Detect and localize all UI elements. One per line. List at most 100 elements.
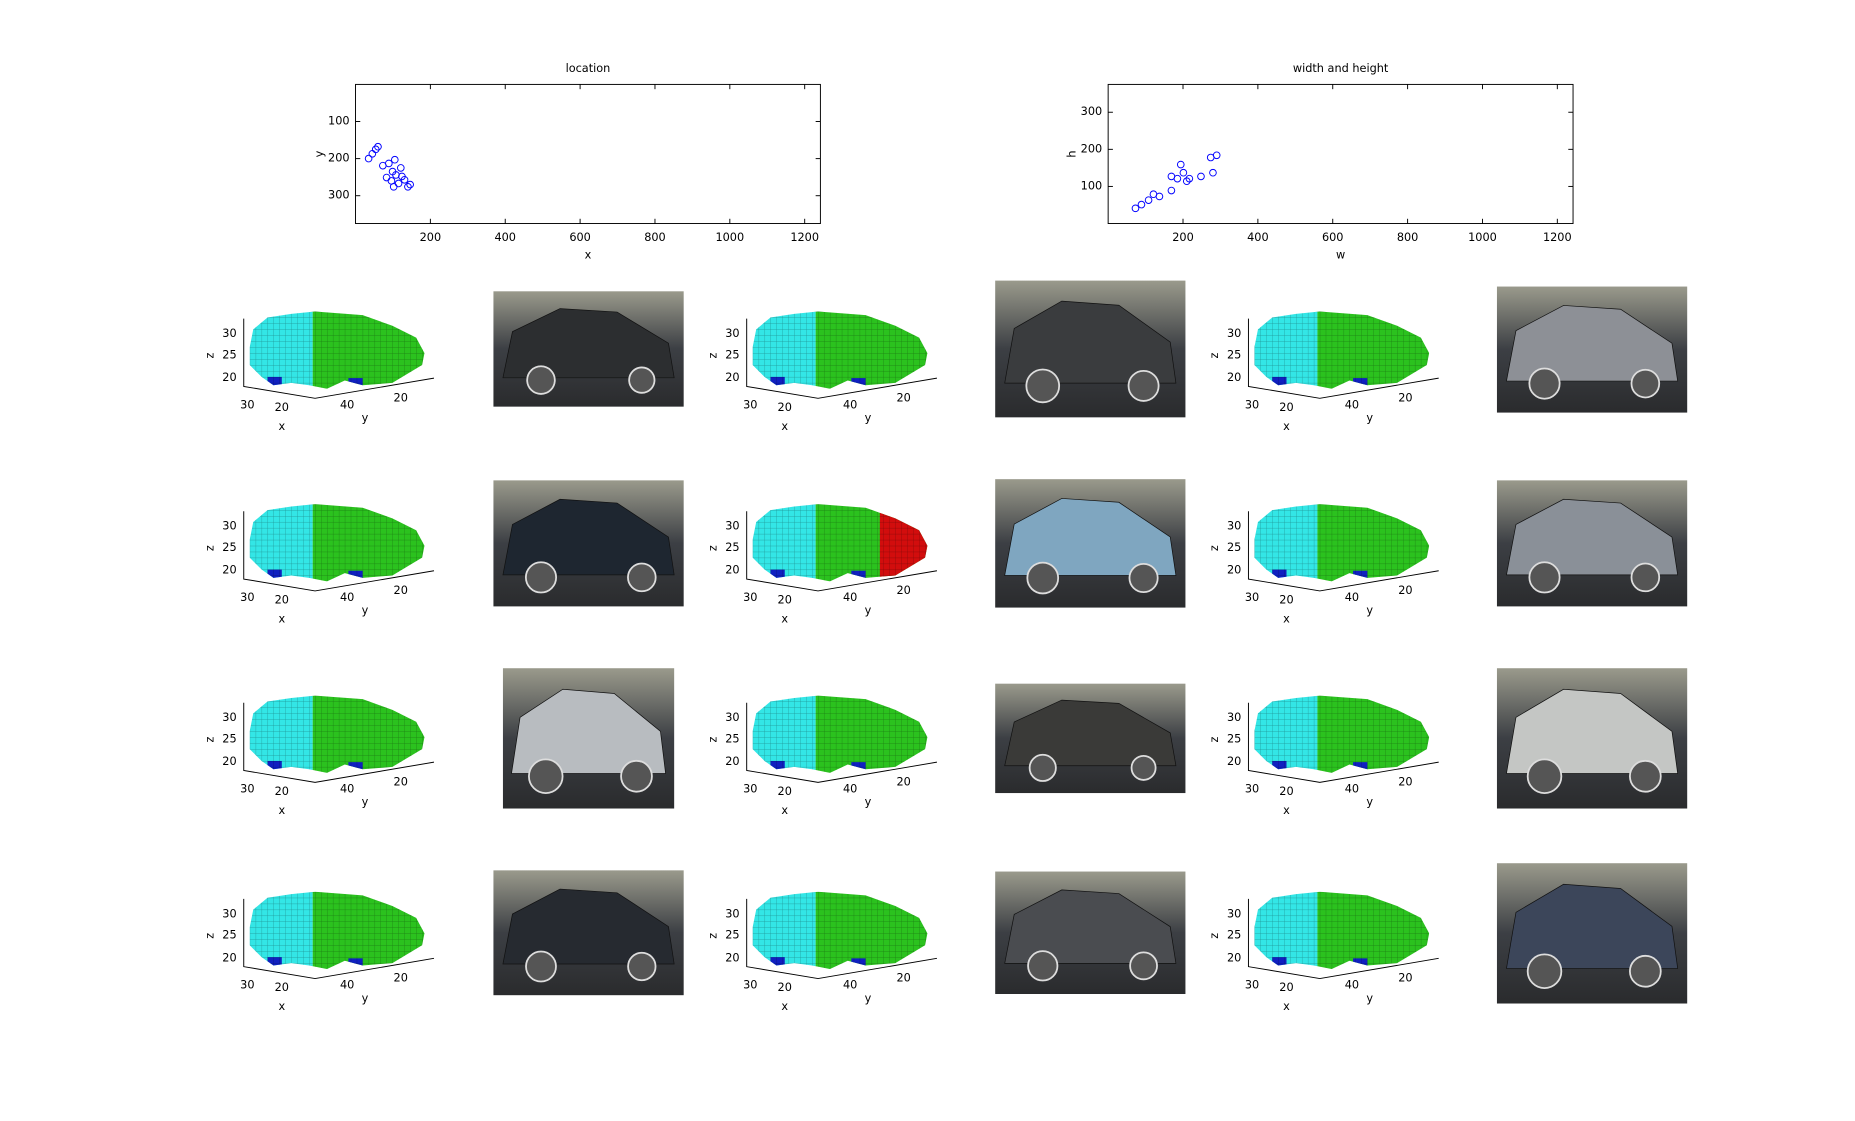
voxel-panel: 30 25 20 z 30 20 x 40 20 y bbox=[203, 504, 435, 625]
z-tick-label: 20 bbox=[725, 951, 739, 964]
point bbox=[385, 159, 393, 168]
z-tick-label: 30 bbox=[222, 711, 236, 724]
z-axis-label: z bbox=[1208, 545, 1221, 551]
point bbox=[1182, 177, 1191, 186]
photo-wheel bbox=[1026, 561, 1060, 595]
z-axis-label: z bbox=[706, 352, 719, 358]
z-tick-label: 25 bbox=[1227, 929, 1241, 942]
car-photo bbox=[995, 871, 1186, 995]
y-axis-label: y bbox=[362, 604, 369, 617]
z-tick-label: 25 bbox=[222, 541, 236, 554]
x-tick-label: 20 bbox=[275, 785, 289, 798]
photo-wheel bbox=[1128, 563, 1159, 594]
voxel-grid bbox=[249, 695, 425, 773]
z-tick-label: 25 bbox=[725, 929, 739, 942]
x-axis-label: x bbox=[585, 249, 592, 262]
x-tick-label: 20 bbox=[275, 401, 289, 414]
point bbox=[396, 164, 405, 172]
y-tick-label: 40 bbox=[1345, 591, 1359, 604]
photo-wheel bbox=[628, 366, 656, 394]
z-tick-label: 20 bbox=[1227, 755, 1241, 768]
y-tick-label: 20 bbox=[1398, 972, 1412, 985]
z-tick-label: 25 bbox=[725, 349, 739, 362]
z-tick-label: 20 bbox=[725, 564, 739, 577]
y-axis-label: y bbox=[1366, 604, 1373, 617]
x-tick-label: 20 bbox=[1279, 785, 1293, 798]
photo-car bbox=[502, 498, 675, 576]
z-tick-label: 25 bbox=[725, 733, 739, 746]
x-tick-label: 30 bbox=[1245, 398, 1259, 411]
axes-box bbox=[1107, 83, 1574, 225]
y-axis-label: h bbox=[1065, 150, 1078, 157]
photo-wheel bbox=[1630, 562, 1661, 593]
x-tick-label: 20 bbox=[275, 981, 289, 994]
voxel-parts bbox=[752, 891, 928, 970]
point bbox=[364, 154, 373, 163]
point bbox=[394, 179, 403, 188]
x-tick-label: 600 bbox=[569, 231, 591, 244]
voxel-axes bbox=[1247, 702, 1439, 783]
voxel-panel: 30 25 20 z 30 20 x 40 20 y bbox=[706, 311, 938, 433]
y-tick-label: 20 bbox=[896, 972, 910, 985]
x-tick-label: 30 bbox=[743, 782, 757, 795]
photo-wheel bbox=[528, 758, 564, 794]
z-tick-label: 25 bbox=[1227, 733, 1241, 746]
z-axis-label: z bbox=[203, 352, 216, 358]
z-tick-label: 20 bbox=[725, 371, 739, 384]
photo-wheel bbox=[1526, 953, 1563, 989]
chart-title: width and height bbox=[1293, 62, 1389, 75]
point bbox=[1167, 186, 1176, 195]
z-tick-label: 30 bbox=[1227, 327, 1241, 340]
photo-car bbox=[1506, 883, 1679, 969]
x-tick-label: 20 bbox=[275, 593, 289, 606]
point bbox=[391, 155, 399, 164]
z-axis-label: z bbox=[203, 933, 216, 939]
point bbox=[1185, 174, 1194, 183]
voxel-axes bbox=[243, 702, 435, 783]
x-axis-label: x bbox=[278, 612, 285, 625]
y-tick-label: 200 bbox=[1081, 142, 1103, 155]
voxel-panel: 30 25 20 z 30 20 x 40 20 y bbox=[706, 695, 938, 817]
point bbox=[389, 183, 398, 191]
axes-box bbox=[355, 83, 821, 225]
y-axis-label: y bbox=[865, 992, 872, 1005]
photo-car bbox=[502, 308, 675, 379]
photo-wheel bbox=[1127, 369, 1160, 402]
x-tick-label: 30 bbox=[1245, 979, 1259, 992]
z-tick-label: 20 bbox=[1227, 951, 1241, 964]
photo-car bbox=[1506, 498, 1679, 576]
y-axis-label: y bbox=[362, 412, 369, 425]
y-tick-label: 40 bbox=[340, 591, 354, 604]
y-tick-label: 40 bbox=[843, 591, 857, 604]
x-tick-label: 20 bbox=[778, 981, 792, 994]
z-tick-label: 25 bbox=[725, 541, 739, 554]
point bbox=[382, 173, 391, 182]
y-tick-label: 40 bbox=[340, 398, 354, 411]
z-tick-label: 30 bbox=[1227, 520, 1241, 533]
x-axis-label: x bbox=[781, 804, 788, 817]
z-tick-label: 20 bbox=[222, 371, 236, 384]
z-tick-label: 20 bbox=[1227, 371, 1241, 384]
y-tick-label: 40 bbox=[843, 782, 857, 795]
voxel-grid bbox=[752, 891, 928, 970]
voxel-axes bbox=[243, 511, 435, 592]
y-tick-label: 20 bbox=[896, 391, 910, 404]
voxel-axes bbox=[1247, 511, 1439, 592]
voxel-panel: 30 25 20 z 30 20 x 40 20 y bbox=[203, 311, 435, 433]
voxel-parts bbox=[249, 891, 425, 970]
y-tick-label: 40 bbox=[340, 979, 354, 992]
x-tick-label: 30 bbox=[1245, 591, 1259, 604]
x-axis-label: x bbox=[1283, 420, 1290, 433]
y-tick-label: 100 bbox=[328, 115, 350, 128]
voxel-grid bbox=[752, 504, 928, 582]
z-tick-label: 30 bbox=[725, 711, 739, 724]
photo-wheel bbox=[1528, 367, 1561, 400]
voxel-grid bbox=[249, 311, 425, 389]
voxel-panel: 30 25 20 z 30 20 x 40 20 y bbox=[203, 891, 435, 1013]
x-axis-label: x bbox=[781, 1000, 788, 1013]
car-photo bbox=[502, 668, 675, 809]
voxel-parts bbox=[249, 504, 425, 582]
point bbox=[1149, 190, 1158, 199]
voxel-axes bbox=[746, 898, 938, 980]
